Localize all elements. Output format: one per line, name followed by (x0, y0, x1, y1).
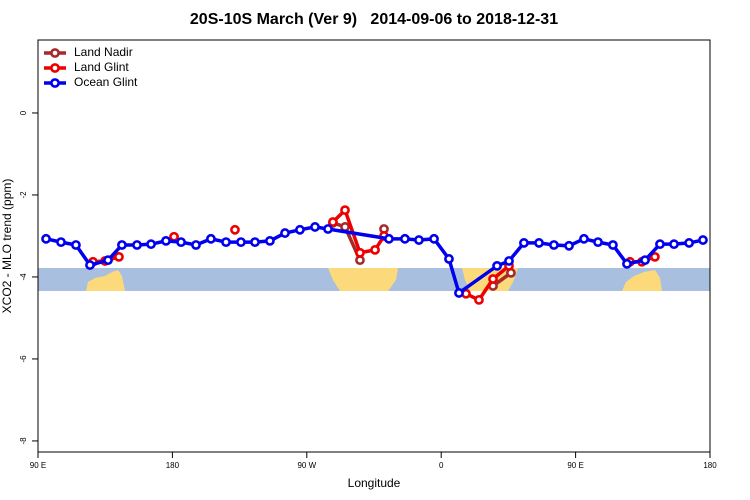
legend-label: Land Nadir (74, 45, 133, 59)
data-point (328, 217, 338, 227)
x-axis-label: Longitude (348, 476, 401, 490)
plot-frame (37, 39, 711, 453)
y-tick-label: -6 (19, 355, 28, 363)
data-point (640, 255, 650, 266)
data-point (608, 240, 618, 250)
data-point (655, 239, 665, 250)
data-point (280, 228, 290, 238)
data-point (444, 254, 454, 264)
data-point (593, 237, 603, 248)
data-point (56, 237, 66, 248)
data-point (117, 240, 127, 250)
data-point (295, 224, 305, 235)
data-point (669, 239, 679, 250)
legend-label: Land Glint (74, 60, 129, 74)
data-point (519, 238, 529, 248)
data-point (132, 240, 142, 250)
data-point (236, 237, 246, 248)
data-point (340, 222, 350, 232)
data-point (103, 255, 113, 266)
data-point (400, 233, 410, 244)
land-mask-band (38, 268, 710, 291)
x-tick-label: 0 (439, 461, 444, 470)
legend-marker (50, 78, 60, 88)
y-tick-label: -8 (19, 437, 28, 445)
data-point (41, 233, 51, 244)
data-point (161, 235, 171, 246)
data-point (206, 233, 216, 244)
data-point (191, 240, 201, 250)
x-tick-label: 90 E (567, 461, 583, 470)
data-point (71, 240, 81, 250)
data-point (429, 233, 439, 244)
data-point (340, 205, 350, 216)
data-point (454, 288, 464, 298)
data-point (250, 237, 260, 248)
x-tick-label: 90 E (30, 461, 46, 470)
data-point (564, 240, 574, 251)
data-point (176, 237, 186, 248)
data-point (370, 244, 380, 255)
data-point (230, 224, 240, 235)
y-axis-label: XCO2 - MLO trend (ppm) (0, 179, 14, 314)
x-tick-label: 180 (703, 461, 717, 470)
data-point (323, 224, 333, 234)
legend-label: Ocean Glint (74, 75, 138, 89)
legend-marker (50, 63, 60, 73)
data-point (622, 258, 632, 269)
data-point (684, 238, 694, 248)
legend-marker (50, 48, 60, 58)
data-point (474, 295, 484, 305)
y-tick-label: -2 (19, 191, 28, 199)
data-point (169, 231, 179, 242)
data-point (504, 256, 514, 266)
chart-title: 20S-10S March (Ver 9) 2014-09-06 to 2018… (190, 11, 558, 28)
data-point (384, 233, 394, 244)
x-tick-label: 180 (166, 461, 180, 470)
data-point (698, 235, 708, 245)
data-point (488, 274, 498, 284)
data-point (492, 260, 502, 271)
data-point (85, 260, 95, 270)
data-point (414, 235, 424, 245)
data-point (579, 233, 589, 244)
y-tick-label: 0 (19, 110, 28, 115)
land-patch (328, 268, 398, 291)
data-point (534, 238, 544, 248)
data-point (355, 247, 365, 258)
data-point (221, 237, 231, 248)
x-tick-label: 90 W (297, 461, 316, 470)
y-tick-label: -4 (19, 273, 28, 281)
data-point (549, 240, 559, 250)
data-point (114, 251, 124, 262)
data-point (310, 222, 320, 232)
data-point (265, 235, 275, 246)
data-point (649, 251, 660, 262)
land-patch (86, 270, 125, 291)
data-point (146, 239, 156, 250)
land-patch (622, 270, 662, 291)
